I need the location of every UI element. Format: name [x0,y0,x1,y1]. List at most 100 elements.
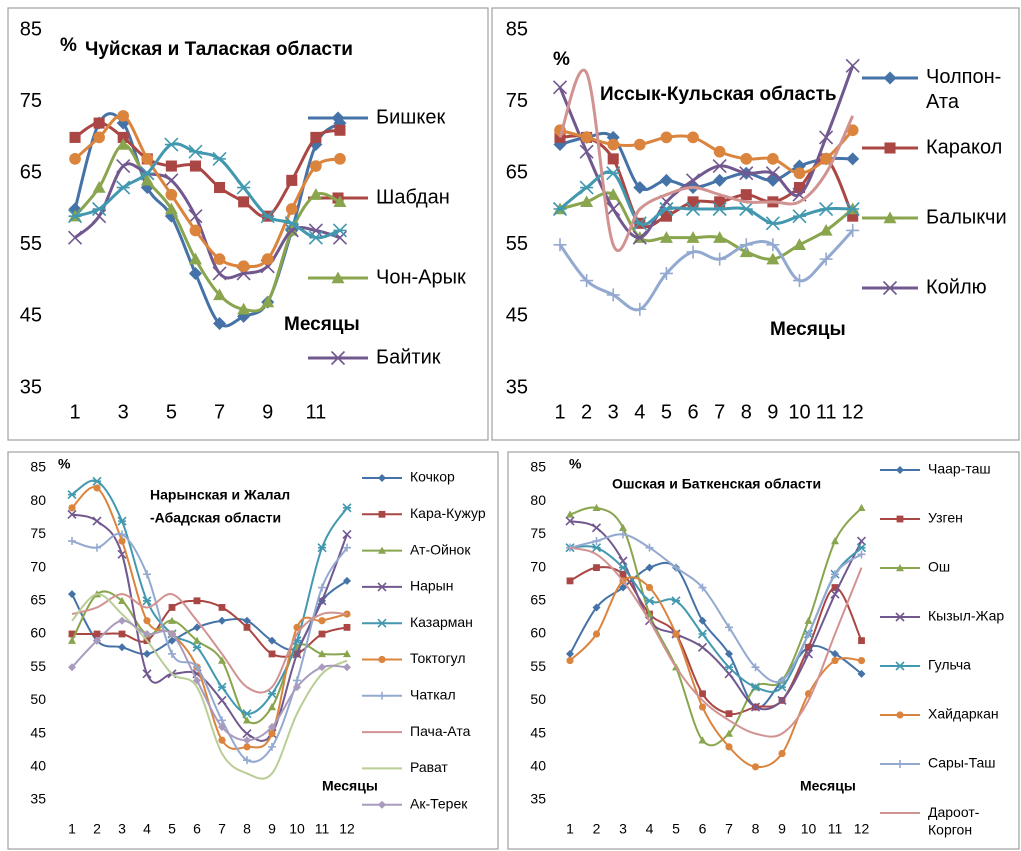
legend-label: Каракол [926,136,1002,158]
x-tick-label: 9 [262,401,273,423]
marker [857,656,866,665]
marker [117,131,129,143]
legend-marker [896,564,904,572]
marker [699,690,706,698]
marker [804,630,813,638]
marker [142,669,152,679]
y-axis-label: % [60,35,77,56]
y-tick-label: 40 [530,758,546,774]
x-tick-label: 2 [93,821,101,837]
marker [318,663,326,672]
marker [725,623,733,632]
marker [819,252,833,266]
marker [118,537,126,545]
y-axis-label: % [58,456,71,472]
legend-label: Пача-Ата [410,723,471,739]
marker [645,543,654,552]
marker [831,570,839,579]
marker [845,58,860,73]
marker [189,160,201,172]
marker [803,649,814,659]
marker [565,516,575,526]
marker [168,636,176,645]
x-axis-label: Месяцы [770,319,846,340]
marker [213,317,227,331]
legend-label: Гульча [928,657,971,673]
marker [739,201,754,217]
marker [242,729,252,739]
marker [218,616,226,625]
marker [606,166,621,181]
marker [607,138,620,151]
marker [846,223,860,237]
marker [141,153,154,165]
marker [714,196,726,208]
y-tick-label: 85 [530,459,546,475]
marker [192,642,202,652]
y-tick-label: 60 [30,625,46,641]
marker [792,209,807,224]
marker [69,153,81,165]
y-tick-label: 85 [506,18,528,40]
marker [686,231,700,243]
legend-marker [378,474,386,482]
marker [193,636,201,644]
x-tick-label: 11 [816,401,837,423]
marker [318,649,326,658]
x-tick-label: 11 [305,401,326,423]
marker [698,583,707,592]
marker [619,570,627,578]
marker [93,636,101,645]
marker [633,302,647,316]
marker [217,695,227,705]
marker [592,537,601,546]
marker [687,196,699,208]
x-tick-label: 8 [752,821,760,837]
marker [317,543,327,553]
y-tick-label: 55 [30,658,46,674]
marker [168,604,176,611]
marker [116,138,130,150]
marker [260,209,275,224]
marker [766,238,780,252]
marker [268,703,276,711]
marker [593,564,600,571]
marker [93,117,105,129]
marker [698,616,707,625]
x-tick-label: 5 [661,401,672,423]
marker [93,630,101,638]
marker [793,167,806,180]
marker [713,173,727,187]
marker [213,288,227,301]
panel-border [507,451,1020,850]
y-tick-label: 80 [30,492,46,508]
legend-marker [331,271,345,284]
marker [566,577,574,585]
marker [606,188,620,200]
x-tick-label: 9 [268,821,276,837]
y-tick-label: 65 [530,592,546,608]
marker [193,597,201,605]
marker [168,630,176,638]
y-tick-label: 50 [530,691,546,707]
marker [188,266,202,280]
chart-title: Ошская и Баткенская области [612,476,821,492]
y-tick-label: 45 [530,724,546,740]
series-line [558,65,855,240]
chart-title: -Абадская области [150,510,281,526]
marker [118,530,126,539]
marker [819,130,834,145]
chart-title: Нарынская и Жалал [150,487,290,503]
marker [579,180,594,195]
marker [218,722,226,731]
legend-marker [896,760,904,768]
legend-marker [895,661,905,671]
x-tick-label: 8 [741,401,752,423]
marker [750,682,761,692]
marker [739,238,753,252]
chart-title: Чуйская и Талаская области [85,39,353,60]
x-tick-label: 4 [143,821,151,837]
panel-border [491,7,1020,441]
marker [566,656,574,665]
marker [846,124,859,137]
